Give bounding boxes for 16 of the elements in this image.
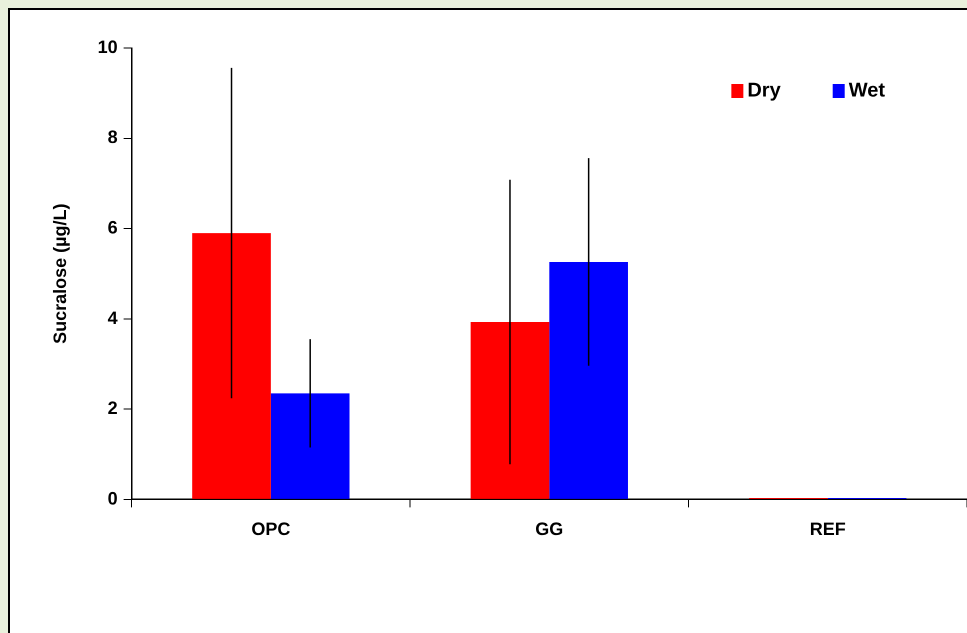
bar (270, 393, 350, 499)
y-tick-label: 6 (108, 218, 118, 238)
y-tick-label: 2 (108, 398, 118, 418)
y-tick-label: 10 (98, 36, 118, 57)
y-tick-label: 0 (108, 488, 118, 508)
bar (549, 262, 628, 499)
legend-label: Dry (747, 80, 782, 102)
y-axis-title: Sucralose (µg/L) (50, 203, 70, 344)
x-tick-label: OPC (251, 519, 290, 540)
bar (192, 233, 271, 499)
x-tick-label: REF (810, 519, 846, 540)
x-tick-label: GG (535, 519, 564, 540)
bar (470, 322, 550, 499)
legend-label: Wet (848, 80, 886, 102)
y-tick-label: 4 (108, 308, 118, 328)
y-tick-label: 8 (108, 127, 118, 148)
